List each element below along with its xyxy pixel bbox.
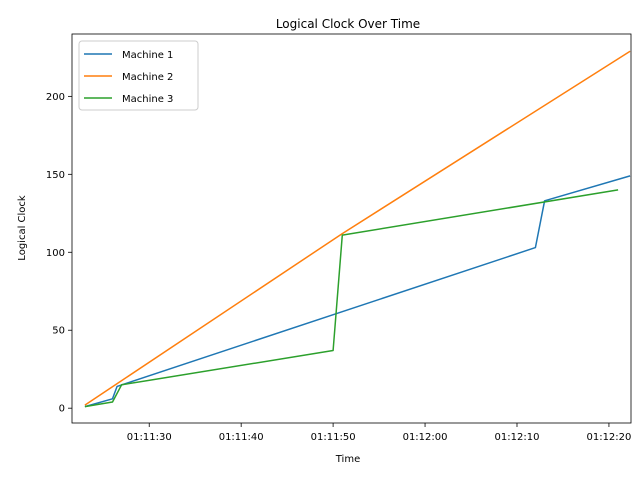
- chart-title: Logical Clock Over Time: [276, 17, 420, 31]
- y-tick-label: 50: [52, 326, 65, 337]
- legend-label: Machine 2: [122, 72, 173, 83]
- plot-frame: [71, 33, 632, 424]
- y-tick-label: 0: [59, 404, 65, 415]
- legend-frame: [78, 40, 199, 111]
- x-axis-ticks: 01:11:30 01:11:40 01:11:50 01:12:00 01:12:10…: [127, 423, 631, 443]
- x-tick-label: 01:12:20: [586, 432, 631, 443]
- series-line-machine-2: [84, 50, 631, 406]
- y-tick-label: 200: [46, 92, 65, 103]
- series-line-machine-1: [84, 175, 631, 408]
- x-tick-label: 01:11:40: [219, 432, 264, 443]
- x-tick-label: 01:12:00: [403, 432, 448, 443]
- x-tick-label: 01:12:10: [495, 432, 540, 443]
- x-tick-label: 01:11:30: [127, 432, 172, 443]
- y-axis-label: Logical Clock: [17, 195, 28, 261]
- y-tick-label: 100: [46, 248, 65, 259]
- y-axis-ticks: 0 50 100 150 200: [46, 92, 72, 415]
- y-tick-label: 150: [46, 170, 65, 181]
- x-axis-label: Time: [335, 454, 360, 465]
- legend-label: Machine 1: [122, 50, 173, 61]
- plot-lines: [84, 50, 631, 408]
- legend-label: Machine 3: [122, 94, 173, 105]
- series-line-machine-3: [84, 189, 619, 408]
- x-tick-label: 01:11:50: [311, 432, 356, 443]
- legend: Machine 1 Machine 2 Machine 3: [78, 40, 199, 111]
